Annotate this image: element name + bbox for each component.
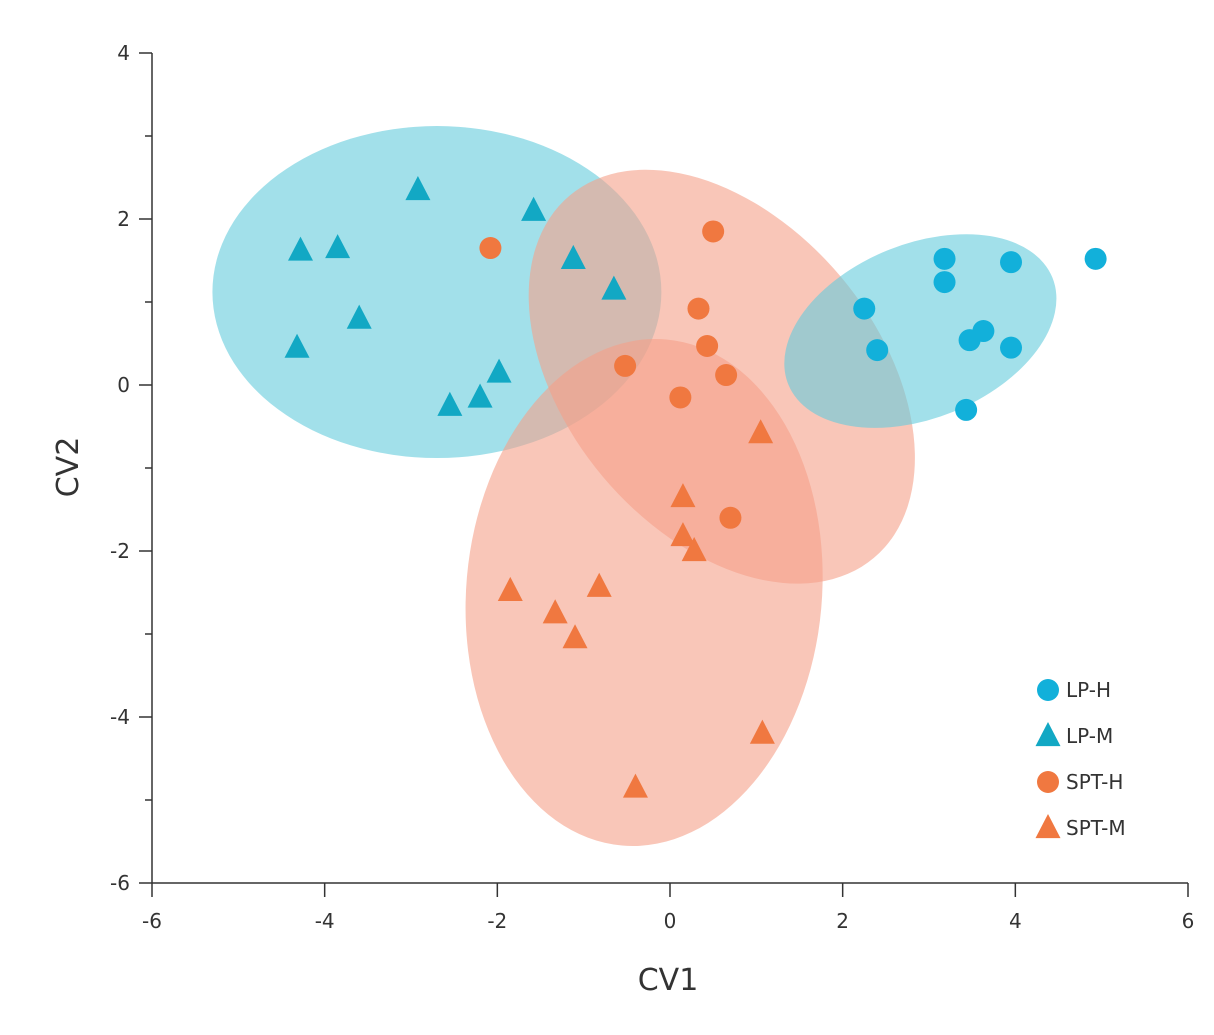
point-lp-m — [284, 333, 310, 358]
y-axis-title: CV2 — [51, 437, 86, 498]
point-lp-h — [955, 398, 978, 421]
x-tick-label: 0 — [664, 909, 677, 933]
point-spt-m — [542, 599, 568, 624]
point-lp-h — [933, 247, 956, 270]
ellipse-layer — [212, 126, 1057, 846]
legend-label-lp-h: LP-H — [1066, 678, 1111, 702]
legend-label-lp-m: LP-M — [1066, 724, 1113, 748]
legend-marker-lp-h — [1037, 679, 1059, 701]
point-spt-m — [670, 483, 696, 508]
y-tick-label: 4 — [117, 41, 130, 65]
point-spt-h — [696, 334, 719, 357]
point-spt-m — [749, 719, 775, 744]
point-spt-m — [586, 572, 612, 597]
legend-marker-spt-m — [1035, 814, 1061, 839]
point-lp-m — [287, 236, 313, 261]
point-lp-m — [467, 383, 493, 408]
point-lp-h — [1000, 336, 1023, 359]
y-tick-label: -6 — [110, 871, 130, 895]
legend: LP-H LP-M SPT-H SPT-M — [1035, 678, 1126, 840]
point-lp-m — [346, 304, 372, 329]
point-spt-m — [681, 537, 707, 562]
confidence-ellipse-lp-h — [784, 234, 1057, 428]
point-spt-h — [669, 386, 692, 409]
x-tick-label: -6 — [142, 909, 162, 933]
point-lp-h — [1000, 251, 1023, 274]
x-axis-title: CV1 — [638, 963, 699, 998]
point-spt-m — [562, 624, 588, 649]
point-lp-m — [325, 234, 351, 259]
point-spt-h — [719, 506, 742, 529]
point-lp-h — [933, 271, 956, 294]
points-layer — [284, 176, 1107, 798]
legend-marker-lp-m — [1035, 722, 1061, 747]
legend-marker-spt-h — [1037, 771, 1059, 793]
confidence-ellipse-spt-m — [465, 339, 823, 846]
point-lp-m — [486, 358, 512, 383]
y-tick-label: 2 — [117, 207, 130, 231]
point-lp-m — [405, 176, 431, 201]
point-lp-m — [521, 196, 547, 221]
point-spt-h — [715, 364, 738, 387]
point-spt-m — [622, 773, 648, 798]
y-tick-label: 0 — [117, 373, 130, 397]
axes: -6 -4 -2 0 2 4 6 -6 -4 -2 0 2 4 — [110, 41, 1194, 933]
x-tick-label: 4 — [1009, 909, 1022, 933]
point-spt-m — [748, 419, 774, 444]
point-spt-h — [687, 297, 710, 320]
x-tick-label: 2 — [836, 909, 849, 933]
point-lp-m — [601, 275, 627, 300]
point-spt-h — [614, 354, 637, 377]
point-lp-h — [853, 297, 876, 320]
point-lp-h — [972, 320, 995, 343]
point-lp-h — [1084, 247, 1107, 270]
point-spt-m — [497, 576, 523, 601]
point-lp-m — [560, 244, 586, 269]
point-lp-m — [437, 391, 463, 416]
point-spt-h — [702, 220, 725, 243]
point-spt-m — [670, 522, 696, 547]
x-tick-label: -2 — [487, 909, 507, 933]
y-tick-label: -2 — [110, 539, 130, 563]
x-tick-label: 6 — [1182, 909, 1195, 933]
point-spt-h — [479, 237, 502, 260]
legend-label-spt-m: SPT-M — [1066, 816, 1126, 840]
legend-label-spt-h: SPT-H — [1066, 770, 1123, 794]
y-tick-label: -4 — [110, 705, 130, 729]
x-tick-label: -4 — [315, 909, 335, 933]
point-lp-h — [866, 339, 889, 362]
